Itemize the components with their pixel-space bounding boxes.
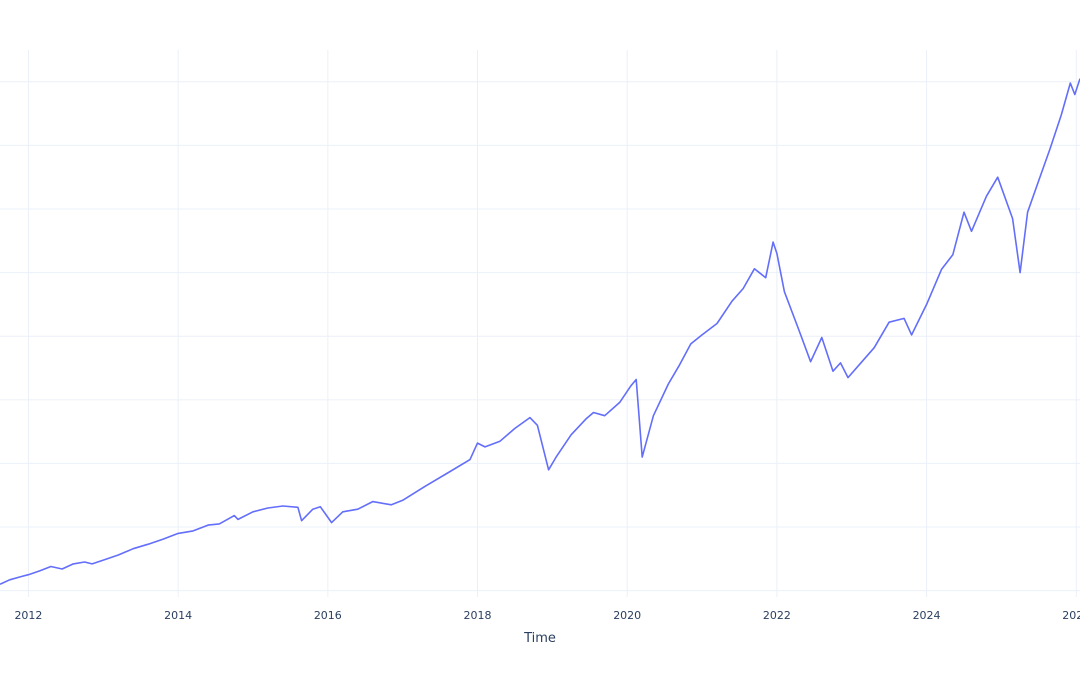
x-axis-title: Time xyxy=(523,631,556,646)
x-tick-label: 2012 xyxy=(14,609,42,622)
x-tick-label: 2026 xyxy=(1062,609,1080,622)
x-tick-label: 2022 xyxy=(763,609,791,622)
x-tick-label: 2020 xyxy=(613,609,641,622)
x-tick-label: 2016 xyxy=(314,609,342,622)
series-layer xyxy=(0,78,1080,586)
x-tick-labels: 2012 2014 2016 2018 2020 2022 2024 2026 xyxy=(14,609,1080,622)
x-tick-label: 2024 xyxy=(913,609,941,622)
x-tick-label: 2014 xyxy=(164,609,192,622)
series-line xyxy=(0,78,1080,586)
x-tick-label: 2018 xyxy=(464,609,492,622)
x-gridlines xyxy=(27,50,1077,597)
y-gridlines xyxy=(0,81,1080,592)
